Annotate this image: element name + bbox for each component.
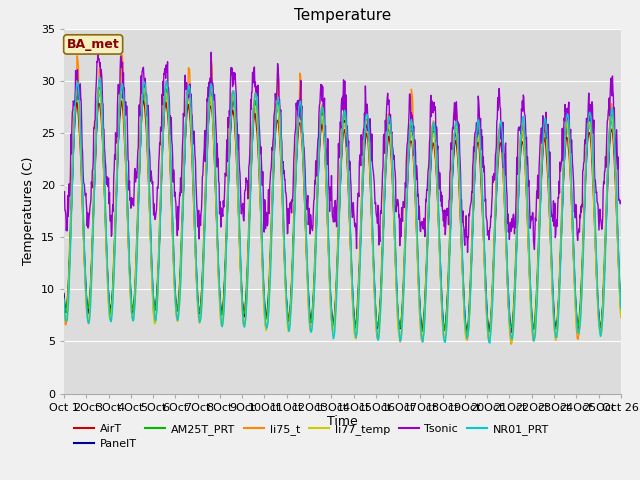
Tsonic bbox=[134, 148, 141, 154]
AM25T_PRT bbox=[154, 260, 162, 266]
NR01_PRT bbox=[353, 329, 361, 335]
Line: AirT: AirT bbox=[64, 101, 621, 333]
X-axis label: Time: Time bbox=[327, 415, 358, 429]
Tsonic bbox=[154, 186, 162, 192]
AM25T_PRT bbox=[463, 330, 470, 336]
li77_temp bbox=[365, 139, 372, 144]
li77_temp bbox=[617, 314, 625, 320]
AirT bbox=[60, 295, 68, 301]
Tsonic bbox=[464, 250, 472, 255]
Legend: AirT, PanelT, AM25T_PRT, li75_t, li77_temp, Tsonic, NR01_PRT: AirT, PanelT, AM25T_PRT, li75_t, li77_te… bbox=[70, 419, 553, 454]
NR01_PRT bbox=[486, 340, 493, 346]
Line: AM25T_PRT: AM25T_PRT bbox=[64, 83, 621, 333]
AM25T_PRT bbox=[60, 295, 68, 301]
li77_temp bbox=[134, 218, 141, 224]
PanelT bbox=[353, 313, 361, 319]
AirT bbox=[140, 98, 147, 104]
AM25T_PRT bbox=[617, 308, 625, 313]
Text: BA_met: BA_met bbox=[67, 38, 120, 51]
Line: li77_temp: li77_temp bbox=[64, 86, 621, 343]
li75_t bbox=[118, 52, 125, 58]
li77_temp bbox=[154, 267, 162, 273]
AM25T_PRT bbox=[118, 80, 125, 86]
PanelT bbox=[60, 290, 68, 296]
AirT bbox=[248, 144, 256, 150]
Tsonic bbox=[353, 219, 361, 225]
AM25T_PRT bbox=[248, 129, 256, 135]
PanelT bbox=[248, 142, 256, 147]
PanelT bbox=[617, 306, 625, 312]
Tsonic bbox=[617, 198, 625, 204]
PanelT bbox=[134, 201, 142, 207]
PanelT bbox=[365, 136, 372, 142]
Tsonic bbox=[60, 193, 68, 199]
Tsonic bbox=[365, 123, 372, 129]
AirT bbox=[617, 306, 625, 312]
NR01_PRT bbox=[302, 219, 310, 225]
AirT bbox=[134, 214, 141, 219]
li77_temp bbox=[302, 240, 310, 245]
Title: Temperature: Temperature bbox=[294, 9, 391, 24]
li75_t bbox=[302, 231, 310, 237]
li75_t bbox=[617, 314, 625, 320]
PanelT bbox=[154, 268, 162, 274]
AM25T_PRT bbox=[365, 134, 372, 140]
Tsonic bbox=[207, 49, 215, 55]
li77_temp bbox=[141, 83, 148, 89]
li77_temp bbox=[248, 140, 256, 145]
Tsonic bbox=[302, 192, 310, 198]
NR01_PRT bbox=[60, 297, 68, 302]
AirT bbox=[302, 240, 310, 246]
Y-axis label: Temperatures (C): Temperatures (C) bbox=[22, 157, 35, 265]
Line: Tsonic: Tsonic bbox=[64, 52, 621, 252]
PanelT bbox=[118, 87, 125, 93]
li75_t bbox=[154, 275, 162, 280]
li75_t bbox=[248, 134, 256, 140]
li77_temp bbox=[60, 305, 68, 311]
AM25T_PRT bbox=[302, 235, 310, 241]
NR01_PRT bbox=[134, 211, 142, 216]
PanelT bbox=[463, 331, 471, 336]
Line: NR01_PRT: NR01_PRT bbox=[64, 78, 621, 343]
AirT bbox=[154, 267, 162, 273]
AirT bbox=[508, 330, 515, 336]
NR01_PRT bbox=[248, 145, 256, 151]
NR01_PRT bbox=[154, 279, 162, 285]
AM25T_PRT bbox=[353, 309, 361, 314]
li75_t bbox=[508, 341, 515, 347]
NR01_PRT bbox=[617, 306, 625, 312]
li75_t bbox=[134, 198, 142, 204]
NR01_PRT bbox=[96, 75, 104, 81]
NR01_PRT bbox=[365, 123, 372, 129]
AirT bbox=[353, 311, 361, 317]
AirT bbox=[365, 147, 372, 153]
li75_t bbox=[365, 132, 372, 138]
li75_t bbox=[60, 304, 68, 310]
Line: li75_t: li75_t bbox=[64, 55, 621, 344]
PanelT bbox=[302, 228, 310, 234]
li77_temp bbox=[508, 340, 515, 346]
Line: PanelT: PanelT bbox=[64, 90, 621, 334]
li75_t bbox=[353, 324, 361, 329]
li77_temp bbox=[353, 322, 361, 327]
AM25T_PRT bbox=[134, 190, 142, 196]
Tsonic bbox=[248, 89, 256, 95]
